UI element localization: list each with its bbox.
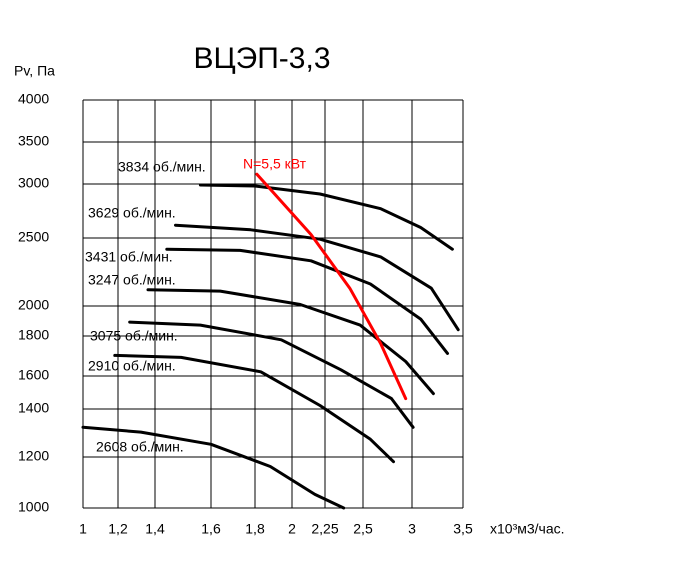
x-tick-label: 3,5 <box>453 521 473 537</box>
curve <box>81 425 346 510</box>
y-tick-label: 3000 <box>18 175 49 191</box>
y-tick-label: 2500 <box>18 229 49 245</box>
curve <box>255 172 408 401</box>
series-label: 3834 об./мин. <box>118 159 206 175</box>
y-tick-label: 3500 <box>18 133 49 149</box>
y-axis-label: Pv, Па <box>14 63 55 79</box>
x-tick-label: 1,6 <box>201 521 221 537</box>
curve <box>146 288 435 396</box>
series-label: 3075 об./мин. <box>90 328 178 344</box>
y-tick-label: 2000 <box>18 297 49 313</box>
y-tick-label: 1000 <box>18 499 49 515</box>
curve <box>165 247 449 355</box>
x-tick-label: 2,25 <box>311 521 338 537</box>
y-tick-label: 1400 <box>18 400 49 416</box>
x-tick-label: 1 <box>79 521 87 537</box>
y-tick-label: 1200 <box>18 448 49 464</box>
curve <box>174 223 460 332</box>
curve <box>128 320 415 429</box>
y-tick-label: 4000 <box>18 91 49 107</box>
x-tick-label: 1,2 <box>108 521 128 537</box>
series-label: 3431 об./мин. <box>85 249 173 265</box>
series-label: 2608 об./мин. <box>96 439 184 455</box>
series-label: N=5,5 кВт <box>243 156 307 172</box>
x-tick-label: 1,4 <box>145 521 165 537</box>
series-label: 3629 об./мин. <box>88 205 176 221</box>
curve <box>113 353 395 464</box>
y-tick-label: 1600 <box>18 367 49 383</box>
series-label: 2910 об./мин. <box>88 358 176 374</box>
series-label: 3247 об./мин. <box>88 272 176 288</box>
y-tick-label: 1800 <box>18 327 49 343</box>
x-axis-label: x10³м3/час. <box>490 521 565 537</box>
chart-title: ВЦЭП-3,3 <box>193 42 330 75</box>
x-tick-label: 3 <box>408 521 416 537</box>
x-tick-label: 2 <box>288 521 296 537</box>
curve <box>198 183 454 251</box>
x-tick-label: 1,8 <box>245 521 265 537</box>
x-tick-label: 2,5 <box>353 521 373 537</box>
